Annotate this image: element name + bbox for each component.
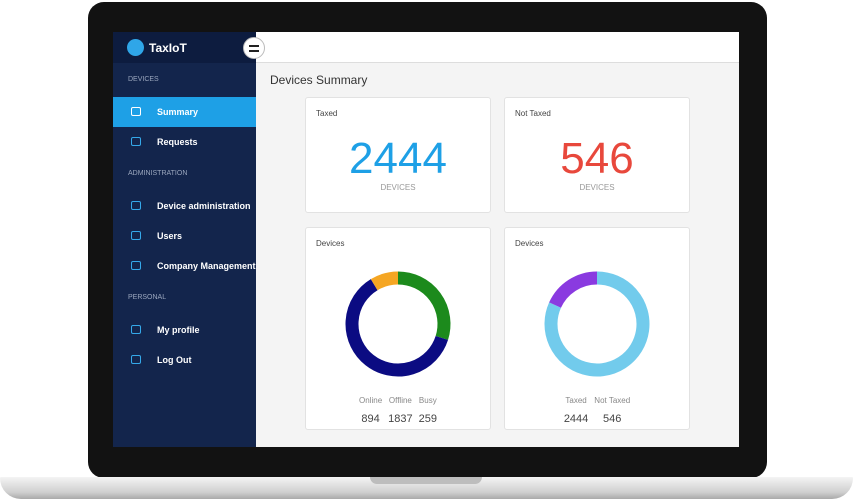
nav-icon (131, 107, 141, 116)
nav-heading: DEVICES (128, 76, 159, 83)
card-title: Devices (316, 239, 345, 248)
stat-card: Not Taxed 546 DEVICES (504, 97, 690, 213)
nav-icon (131, 201, 141, 210)
nav-icon (131, 325, 141, 334)
nav-heading: ADMINISTRATION (128, 170, 188, 177)
stat-value: 2444 (349, 134, 447, 183)
card-title: Devices (515, 239, 544, 248)
legend-label: Offline (388, 396, 412, 405)
nav-item[interactable]: Log Out (113, 345, 256, 375)
nav-item[interactable]: Users (113, 221, 256, 251)
stat-value: 546 (560, 134, 634, 183)
legend-entry: Busy 259 (419, 396, 437, 425)
donut-chart (544, 271, 650, 377)
nav-item[interactable]: My profile (113, 315, 256, 345)
nav-item[interactable]: Device administration (113, 191, 256, 221)
chart-card: Devices Taxed 2444 Not Taxed 546 (504, 227, 690, 430)
nav-item[interactable]: Company Management (113, 251, 256, 281)
nav-heading: PERSONAL (128, 294, 167, 301)
legend-entry: Online 894 (359, 396, 382, 425)
menu-button[interactable] (243, 37, 265, 59)
nav-icon (131, 231, 141, 240)
legend: Taxed 2444 Not Taxed 546 (505, 396, 689, 425)
nav-item[interactable]: Requests (113, 127, 256, 157)
nav-icon (131, 261, 141, 270)
legend-value: 894 (361, 413, 380, 425)
stat-card: Taxed 2444 DEVICES (305, 97, 491, 213)
chart-card: Devices Online 894 Offline 1837 Busy 259 (305, 227, 491, 430)
menu-icon (249, 44, 259, 52)
screen: TaxIoT DEVICES Summary Requests ADMINISTRAT… (113, 32, 739, 447)
laptop-base (0, 477, 853, 499)
stat-unit: DEVICES (579, 183, 615, 192)
legend-entry: Not Taxed 546 (594, 396, 630, 425)
legend-value: 259 (418, 413, 437, 425)
laptop-notch (370, 477, 482, 484)
legend-value: 546 (603, 413, 622, 425)
donut-segment (345, 279, 449, 377)
legend-label: Not Taxed (594, 396, 631, 405)
donut-segment (549, 271, 598, 309)
stat-unit: DEVICES (380, 183, 416, 192)
card-title: Not Taxed (515, 109, 551, 118)
legend-entry: Offline 1837 (388, 396, 412, 425)
logo-icon (127, 39, 144, 56)
card-title: Taxed (316, 109, 338, 118)
donut-segment (544, 271, 650, 377)
legend: Online 894 Offline 1837 Busy 259 (306, 396, 490, 425)
sidebar: TaxIoT DEVICES Summary Requests ADMINISTRAT… (113, 32, 256, 447)
nav-icon (131, 137, 141, 146)
legend-label: Busy (418, 396, 437, 405)
donut-segment (370, 271, 399, 291)
legend-label: Online (359, 396, 383, 405)
donut-chart (345, 271, 451, 377)
legend-value: 2444 (563, 413, 589, 425)
legend-label: Taxed (565, 396, 587, 405)
legend-value: 1837 (388, 413, 413, 425)
legend-entry: Taxed 2444 (564, 396, 588, 425)
main: Devices Summary Taxed 2444 DEVICES Not Taxe… (256, 63, 739, 447)
nav: DEVICES Summary Requests ADMINISTRATION Devi… (113, 63, 256, 375)
nav-icon (131, 355, 141, 364)
nav-item[interactable]: Summary (113, 97, 256, 127)
page-title: Devices Summary (270, 73, 368, 87)
top-bar (256, 32, 739, 63)
donut-segment (397, 271, 451, 340)
